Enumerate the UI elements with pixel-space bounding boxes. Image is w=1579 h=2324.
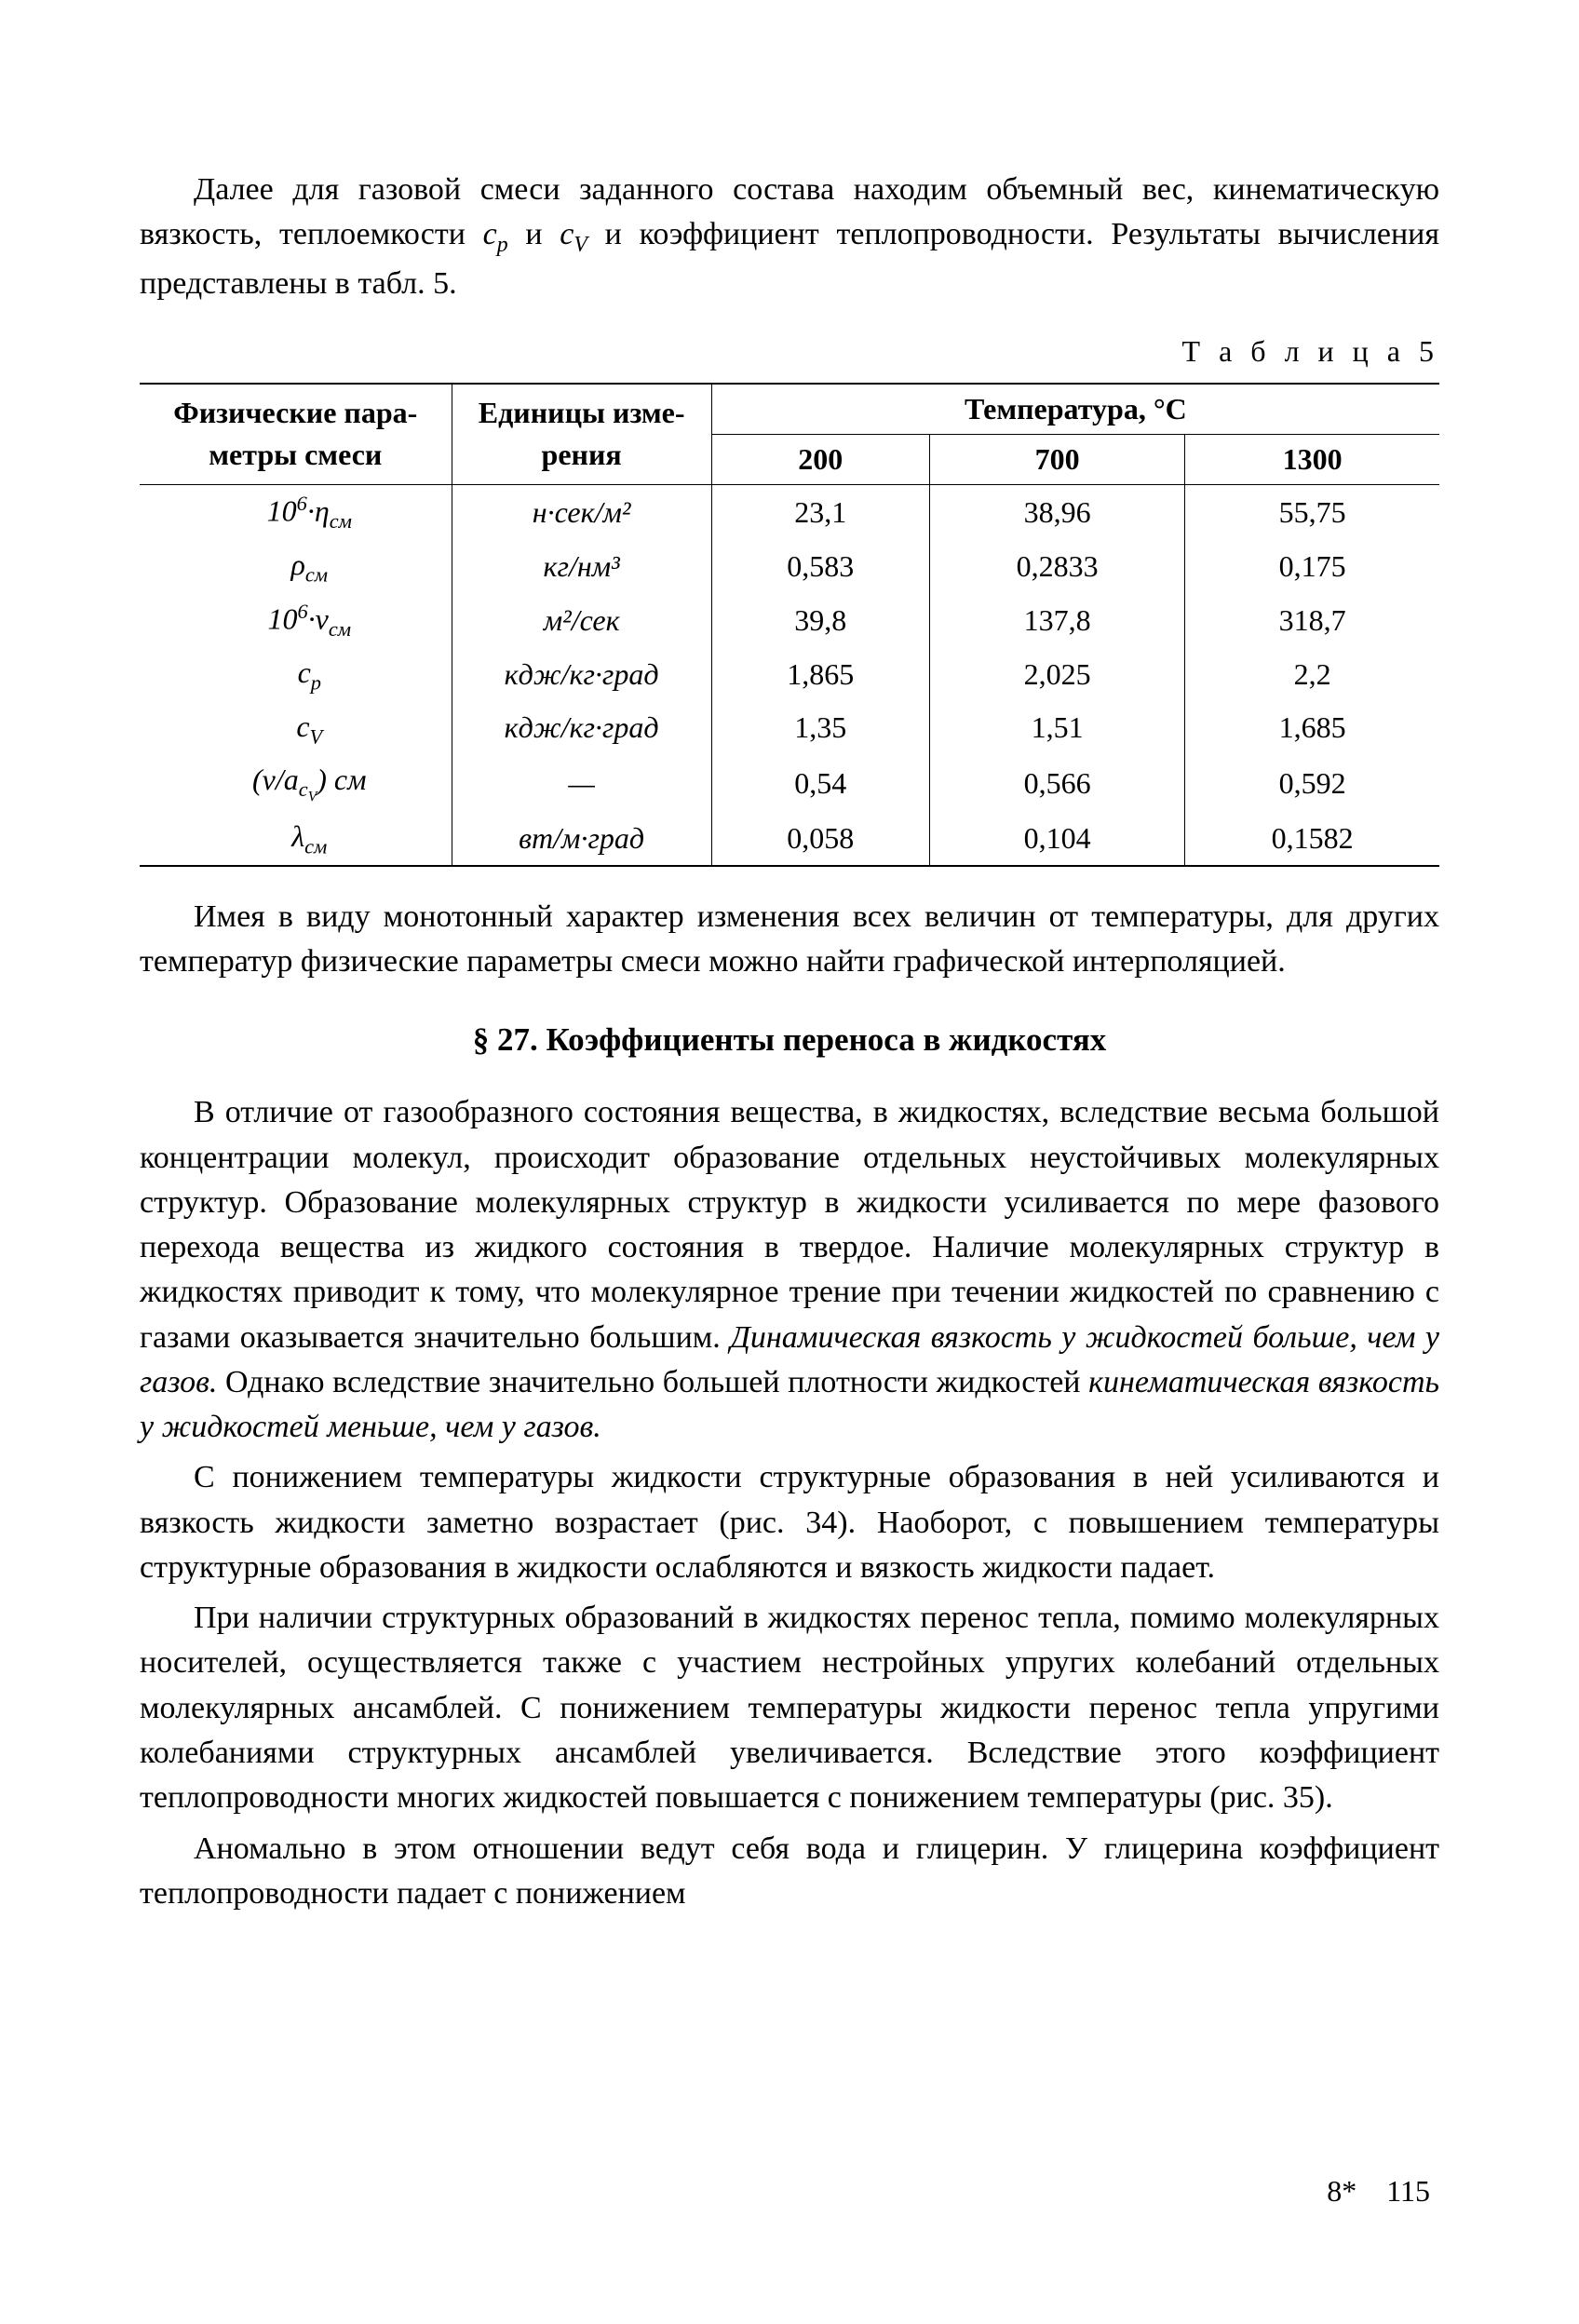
table-5-label: Т а б л и ц а 5 xyxy=(140,331,1439,372)
table-row: 106·ηсм н·сек/м² 23,1 38,96 55,75 xyxy=(140,485,1439,540)
th-units: Единицы изме­рения xyxy=(452,384,711,485)
body-paragraph-4: Аномально в этом отношении ведут себя во… xyxy=(140,1827,1439,1917)
section-27-title: § 27. Коэффициенты переноса в жидкостях xyxy=(140,1017,1439,1063)
th-temp: Температура, °C xyxy=(711,384,1439,435)
table-row: cV кдж/кг·град 1,35 1,51 1,685 xyxy=(140,702,1439,755)
body-paragraph-3: При наличии структурных образований в жи… xyxy=(140,1596,1439,1820)
page-footer: 8* 115 xyxy=(1327,2170,1430,2212)
signature-mark: 8* xyxy=(1327,2174,1356,2208)
intro-paragraph: Далее для газовой смеси заданного состав… xyxy=(140,168,1439,306)
table-row: 106·νсм м²/сек 39,8 137,8 318,7 xyxy=(140,593,1439,648)
table-row: cp кдж/кг·град 1,865 2,025 2,2 xyxy=(140,648,1439,701)
page-number: 115 xyxy=(1386,2174,1430,2208)
after-table-paragraph: Имея в виду монотонный характер изменени… xyxy=(140,895,1439,985)
table-row: ρсм кг/нм³ 0,583 0,2833 0,175 xyxy=(140,540,1439,593)
th-t-200: 200 xyxy=(711,434,929,484)
body-paragraph-1: В отличие от газообразного состояния вещ… xyxy=(140,1090,1439,1450)
th-t-1300: 1300 xyxy=(1185,434,1439,484)
th-params: Физические пара­метры смеси xyxy=(140,384,452,485)
table-row: λсм вт/м·град 0,058 0,104 0,1582 xyxy=(140,812,1439,866)
table-5: Физические пара­метры смеси Единицы изме… xyxy=(140,383,1439,868)
th-t-700: 700 xyxy=(929,434,1184,484)
table-row: (ν/acV) см — 0,54 0,566 0,592 xyxy=(140,755,1439,812)
body-paragraph-2: С понижением температуры жидкости структ… xyxy=(140,1455,1439,1590)
